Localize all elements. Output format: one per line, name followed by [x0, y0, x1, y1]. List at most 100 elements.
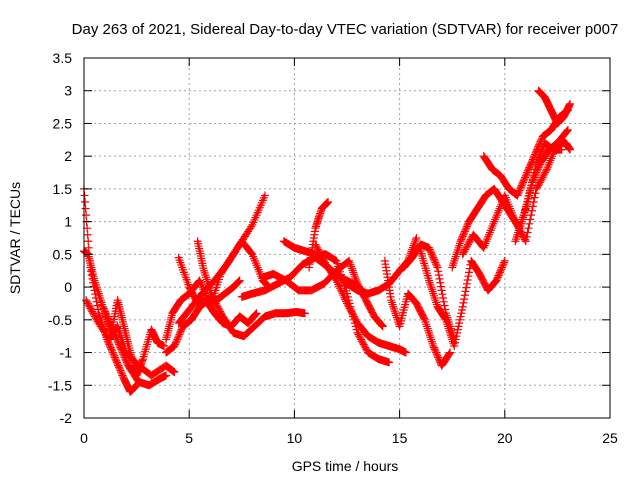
- data-point: [525, 163, 534, 172]
- y-tick-label: 2: [64, 148, 72, 164]
- data-point: [462, 222, 471, 231]
- data-point: [176, 327, 185, 336]
- data-point: [173, 333, 182, 342]
- data-point: [251, 310, 260, 319]
- data-point: [430, 345, 439, 354]
- data-point: [536, 137, 545, 146]
- data-point: [497, 263, 506, 272]
- data-point: [339, 291, 348, 300]
- data-point: [340, 293, 349, 302]
- data-point: [349, 268, 358, 277]
- data-point: [82, 296, 91, 305]
- data-point: [100, 306, 109, 314]
- data-point: [522, 232, 531, 241]
- data-point: [83, 299, 92, 308]
- data-point: [350, 314, 359, 323]
- data-point: [319, 255, 328, 264]
- data-point: [354, 330, 363, 339]
- data-point: [430, 256, 439, 265]
- data-point: [527, 211, 536, 220]
- data-point: [463, 276, 472, 284]
- data-point: [348, 309, 357, 318]
- series-sat-u: [534, 86, 575, 128]
- data-point: [352, 276, 361, 284]
- data-point: [536, 176, 545, 185]
- data-point: [314, 247, 323, 256]
- data-point: [420, 314, 429, 323]
- data-point: [410, 239, 419, 248]
- data-point: [431, 258, 440, 267]
- data-point: [453, 328, 462, 337]
- data-point: [172, 337, 181, 346]
- data-point: [521, 237, 530, 246]
- data-point: [347, 264, 356, 273]
- series-sat-d: [101, 296, 168, 380]
- data-point: [401, 348, 410, 357]
- data-point: [542, 166, 551, 175]
- data-point: [527, 158, 536, 167]
- data-point: [455, 319, 464, 328]
- data-point: [335, 284, 344, 293]
- data-point: [520, 175, 529, 184]
- data-point: [460, 291, 469, 300]
- data-point: [162, 371, 171, 380]
- data-point: [107, 345, 116, 354]
- data-point: [213, 302, 222, 311]
- data-point: [465, 268, 474, 277]
- data-point: [463, 242, 472, 251]
- data-point: [493, 274, 502, 283]
- data-point: [522, 170, 531, 179]
- data-point: [433, 351, 442, 360]
- data-point: [462, 243, 471, 252]
- data-point: [429, 253, 438, 262]
- data-point: [463, 240, 472, 249]
- data-point: [115, 363, 124, 372]
- data-point: [110, 353, 119, 362]
- data-point: [456, 312, 465, 321]
- data-point: [457, 235, 466, 244]
- data-point: [464, 238, 473, 247]
- data-point: [260, 191, 269, 200]
- data-point: [534, 163, 543, 172]
- data-point: [529, 175, 538, 184]
- data-point: [533, 144, 542, 152]
- data-point: [519, 178, 528, 187]
- data-point: [461, 287, 470, 296]
- data-point: [235, 276, 244, 285]
- data-point: [105, 342, 114, 350]
- data-point: [247, 222, 256, 231]
- data-point: [429, 343, 438, 352]
- data-point: [458, 250, 467, 259]
- data-point: [334, 280, 343, 289]
- data-point: [532, 147, 541, 156]
- data-point: [458, 232, 467, 241]
- data-point: [170, 368, 179, 377]
- data-point: [530, 173, 539, 182]
- data-point: [317, 252, 326, 260]
- data-point: [346, 260, 355, 269]
- data-point: [108, 348, 117, 357]
- data-point: [494, 271, 503, 280]
- data-point: [109, 350, 118, 359]
- data-point: [411, 235, 420, 244]
- data-point: [214, 304, 223, 313]
- data-point: [446, 348, 455, 357]
- data-point: [315, 248, 324, 257]
- data-point: [111, 355, 120, 364]
- data-point: [432, 350, 441, 359]
- data-point: [441, 314, 450, 323]
- data-point: [432, 348, 441, 357]
- data-point: [175, 330, 184, 339]
- y-tick-label: -2: [60, 410, 73, 426]
- plot-frame: [83, 57, 611, 419]
- data-point: [533, 145, 542, 154]
- data-point: [495, 270, 504, 278]
- data-point: [171, 340, 180, 349]
- data-point: [216, 307, 225, 316]
- data-point: [350, 270, 359, 279]
- data-point: [90, 312, 99, 321]
- data-point: [377, 320, 386, 329]
- data-point: [458, 302, 467, 311]
- data-point: [563, 127, 572, 136]
